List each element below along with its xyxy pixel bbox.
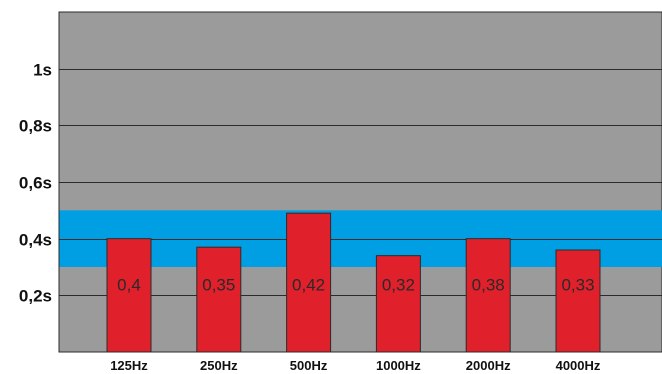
y-tick-label: 0,2s: [19, 287, 52, 306]
x-category-label: 2000Hz: [466, 358, 511, 373]
y-axis-ticks: 0,2s 0,4s 0,6s 0,8s 1s: [19, 61, 52, 306]
bar: [555, 249, 601, 353]
bar: [196, 246, 242, 353]
y-tick-label: 1s: [33, 61, 52, 80]
bar: [375, 255, 421, 353]
x-category-label: 1000Hz: [376, 358, 421, 373]
data-label: 0,38: [472, 275, 505, 294]
data-label: 0,33: [561, 275, 594, 294]
x-axis-categories: 125Hz 250Hz 500Hz 1000Hz 2000Hz 4000Hz: [110, 358, 601, 373]
bar: [106, 238, 152, 353]
data-labels: 0,4 0,35 0,42 0,32 0,38 0,33: [117, 275, 594, 294]
y-tick-label: 0,6s: [19, 174, 52, 193]
bars: [106, 212, 601, 353]
y-tick-label: 0,4s: [19, 231, 52, 250]
x-category-label: 125Hz: [110, 358, 148, 373]
x-category-label: 4000Hz: [556, 358, 601, 373]
x-category-label: 250Hz: [200, 358, 238, 373]
x-category-label: 500Hz: [290, 358, 328, 373]
bar: [465, 238, 511, 353]
data-label: 0,35: [202, 275, 235, 294]
bar: [286, 212, 332, 353]
data-label: 0,4: [117, 275, 141, 294]
gridlines: [59, 69, 662, 296]
data-label: 0,32: [382, 275, 415, 294]
y-tick-label: 0,8s: [19, 117, 52, 136]
data-label: 0,42: [292, 275, 325, 294]
